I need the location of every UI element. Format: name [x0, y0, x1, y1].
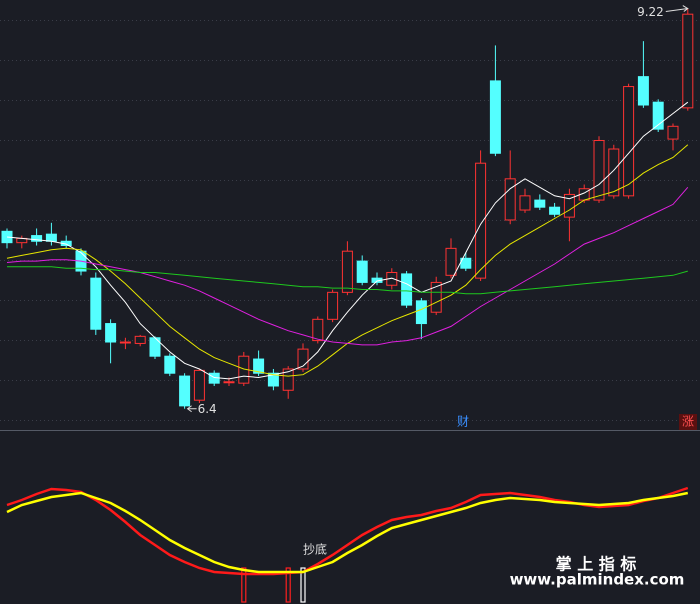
series-line [6, 491, 689, 574]
candle-body [45, 233, 57, 242]
candle-body [119, 341, 131, 344]
candle-body [534, 199, 546, 208]
candle-body [549, 206, 561, 215]
high-label: 9.22 [637, 5, 664, 19]
candle-body [475, 162, 487, 279]
candle-body [445, 247, 457, 276]
candle-body [623, 86, 635, 197]
candle-body [282, 368, 294, 391]
series-line [6, 101, 689, 380]
candle-body [489, 80, 501, 154]
series-line [7, 266, 688, 295]
annotation: 涨 [682, 414, 694, 429]
annotation-box [679, 414, 697, 430]
candle-body [179, 375, 191, 407]
candle-body [134, 335, 146, 344]
candle-body [267, 372, 279, 387]
watermark-url: www.palmindex.com [510, 571, 685, 589]
candle-body [164, 355, 176, 374]
signal-bar [285, 567, 291, 603]
candle-body [223, 381, 235, 384]
candle-body [637, 76, 649, 106]
candle-body [652, 101, 664, 130]
low-label: 6.4 [198, 402, 217, 416]
candle-body [504, 178, 516, 221]
series-line [6, 186, 689, 346]
signal-label: 抄底 [303, 542, 327, 557]
arrow [665, 5, 689, 13]
candle-body [105, 323, 117, 343]
candle-body [341, 250, 353, 293]
indicator-panel: 抄底 [6, 486, 689, 603]
candle-body [356, 260, 368, 283]
candle-body [682, 13, 694, 109]
candle-body [401, 273, 413, 306]
candle-body [430, 281, 442, 313]
candle-body [519, 195, 531, 211]
candle-body [90, 277, 102, 330]
candle-body [327, 291, 339, 320]
candle-body [608, 148, 620, 197]
candle-body [297, 348, 309, 370]
grid [0, 0, 700, 430]
candle-body [312, 318, 324, 342]
arrow [186, 405, 197, 413]
candle-body [31, 235, 43, 242]
candle-body [667, 125, 679, 140]
price-panel: 9.22 6.4 [1, 5, 694, 416]
candle-body [415, 300, 427, 325]
candle-body [193, 369, 205, 401]
candle-body [593, 139, 605, 201]
signal-bar [300, 567, 306, 603]
candle-body [563, 193, 575, 218]
annotation: 财 [457, 415, 469, 429]
signal-bar [241, 567, 247, 603]
candle-body [253, 358, 265, 374]
watermark-title: 掌 上 指 标 [556, 555, 637, 574]
